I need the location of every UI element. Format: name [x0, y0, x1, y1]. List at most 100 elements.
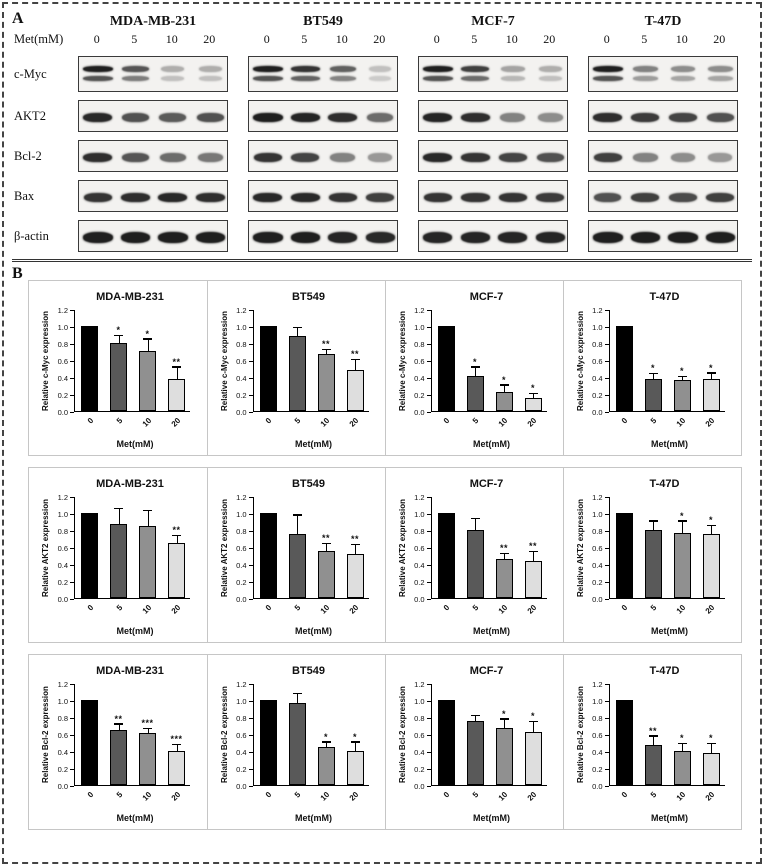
error-bar-cap	[706, 524, 716, 526]
error-bar-cap	[172, 534, 181, 536]
bar-chart: MDA-MB-231 Relative Bcl-2 expression 0.0 0.…	[29, 655, 207, 829]
protein-band	[708, 152, 733, 162]
y-tick-label: 0.2	[57, 390, 68, 400]
x-tick-label: 0	[85, 790, 95, 800]
bar	[346, 553, 364, 598]
error-bar	[475, 367, 477, 377]
blot-cell	[578, 140, 748, 172]
error-bar-cap	[350, 741, 360, 743]
y-tick-mark	[604, 701, 609, 702]
y-tick-mark	[604, 752, 609, 753]
error-bar	[504, 553, 506, 559]
protein-band	[83, 231, 113, 243]
error-bar	[326, 742, 328, 747]
significance-stars: *	[530, 711, 535, 722]
bar	[644, 745, 662, 785]
bar	[702, 378, 720, 411]
y-tick-label: 0.4	[236, 747, 247, 757]
x-axis-label: Met(mM)	[116, 813, 154, 823]
protein-band	[461, 192, 490, 202]
protein-band	[670, 152, 695, 162]
protein-band	[367, 112, 394, 122]
blot-cell	[408, 220, 578, 252]
y-tick-mark	[248, 310, 253, 311]
y-tick-label: 1.0	[592, 509, 603, 519]
protein-band	[120, 192, 150, 202]
y-tick-label: 0.6	[414, 543, 425, 553]
protein-band	[631, 112, 660, 122]
plot-area: ** *** ***	[74, 684, 190, 786]
protein-band	[121, 76, 149, 81]
error-bar-cap	[499, 718, 509, 720]
plot-area: ** **	[252, 497, 369, 599]
y-tick-mark	[248, 327, 253, 328]
y-tick-label: 1.2	[236, 492, 247, 502]
chart-title: T-47D	[649, 665, 680, 677]
y-tick-mark	[426, 718, 431, 719]
blot-cell	[408, 180, 578, 212]
protein-band	[536, 152, 564, 162]
y-tick-mark	[248, 497, 253, 498]
protein-band	[253, 66, 283, 72]
y-tick-label: 0.6	[592, 356, 603, 366]
error-bar	[176, 535, 178, 543]
dose-label: 5	[641, 31, 648, 46]
protein-label: β-actin	[14, 228, 49, 243]
dose-label: 20	[373, 31, 386, 46]
x-tick-label: 10	[496, 416, 510, 429]
bar	[495, 558, 513, 598]
y-tick-mark	[248, 531, 253, 532]
x-axis-label: Met(mM)	[295, 626, 332, 636]
bar	[524, 732, 542, 785]
significance-stars: *	[650, 363, 655, 374]
protein-band	[593, 66, 623, 72]
bar	[110, 729, 127, 785]
protein-band	[706, 112, 734, 122]
x-tick-label: 0	[85, 416, 95, 426]
bar-chart: MDA-MB-231 Relative AKT2 expression 0.0 0.2…	[29, 468, 207, 642]
bar	[317, 746, 335, 785]
y-tick-label: 0.4	[57, 560, 68, 570]
bar	[437, 700, 455, 785]
blot-row: β-actin	[12, 220, 752, 252]
chart-title: MDA-MB-231	[96, 478, 164, 490]
y-tick-mark	[70, 565, 74, 566]
y-tick-mark	[70, 752, 74, 753]
y-tick-label: 0.6	[236, 356, 247, 366]
bar	[81, 326, 98, 411]
y-tick-label: 0.0	[236, 594, 247, 604]
bar-chart: MCF-7 Relative c-Myc expression 0.0 0.2 0.4 0…	[385, 281, 563, 455]
blot-cell	[578, 100, 748, 132]
protein-band	[291, 76, 320, 81]
y-tick-label: 1.0	[592, 322, 603, 332]
bar	[259, 700, 277, 785]
protein-band	[121, 112, 149, 122]
dose-label: 0	[603, 31, 610, 46]
x-axis-label: Met(mM)	[295, 439, 332, 449]
blot-cell	[68, 220, 238, 252]
bar	[346, 751, 364, 785]
y-tick-mark	[248, 395, 253, 396]
y-tick-label: 1.0	[57, 509, 68, 519]
y-tick-mark	[426, 412, 431, 413]
blot-row: Bax	[12, 180, 752, 212]
y-tick-label: 0.6	[57, 543, 68, 553]
y-tick-label: 1.0	[57, 696, 68, 706]
x-tick-label: 10	[496, 790, 510, 803]
significance-stars: **	[350, 349, 359, 359]
protein-band	[461, 76, 490, 81]
y-tick-mark	[604, 344, 609, 345]
x-tick-label: 0	[619, 416, 630, 426]
x-tick-label: 5	[114, 603, 124, 613]
protein-band	[538, 112, 563, 122]
protein-band	[630, 231, 660, 243]
protein-band	[83, 112, 113, 122]
y-tick-mark	[248, 735, 253, 736]
y-tick-mark	[604, 599, 609, 600]
significance-stars: *	[708, 514, 713, 525]
error-bar-cap	[499, 552, 509, 554]
y-tick-mark	[426, 599, 431, 600]
y-tick-label: 1.2	[592, 679, 603, 689]
chart-title: T-47D	[649, 478, 680, 490]
x-tick-label: 0	[85, 603, 95, 613]
